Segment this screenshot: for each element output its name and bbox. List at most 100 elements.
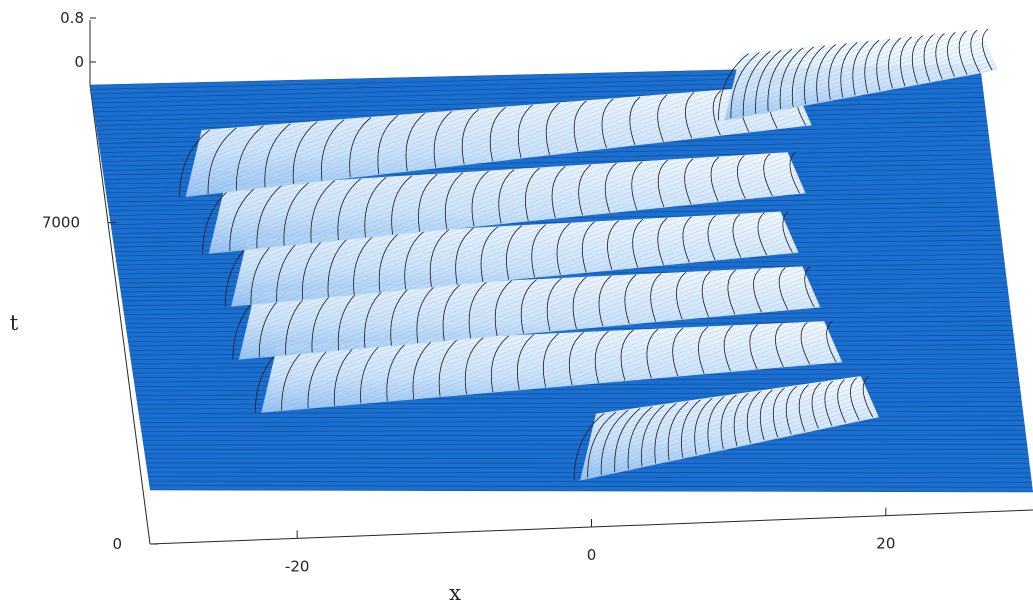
ridge-profile-line (701, 270, 712, 318)
ridge-profile-line (455, 227, 474, 285)
ridge-profile-line (531, 224, 547, 278)
ridge-profile-line (923, 34, 934, 82)
mesh-line (143, 444, 1028, 446)
ridge-profile-line (587, 411, 617, 478)
ridge-profile-line (958, 30, 968, 75)
z-tick-label: 0.8 (60, 9, 84, 27)
ridge-profile-line (657, 94, 668, 142)
t-axis-line (89, 84, 151, 545)
mesh-line (141, 434, 1026, 437)
ridge-profile-line (516, 334, 535, 390)
ridge-profile-line (607, 220, 620, 270)
ridge-profile-line (911, 35, 923, 84)
ridge-profile-line (310, 180, 336, 243)
ridge-profile-line (759, 389, 773, 441)
ridge-profile-line (489, 106, 506, 162)
ridge-profile-line (798, 384, 809, 432)
ridge-profile-line (461, 108, 479, 165)
ridge-profile-line (723, 325, 734, 372)
ridge-profile-line (681, 399, 701, 458)
ridge-profile-line (494, 280, 512, 336)
ridge-hatch (208, 152, 806, 254)
ridge-profile-line (826, 320, 837, 363)
ridge-profile-line (779, 47, 804, 110)
ridge-profile-line (632, 218, 644, 268)
ridge-profile-line (667, 401, 689, 461)
ridge-profile-line (498, 169, 515, 224)
ridge-profile-line (256, 183, 285, 249)
ridge-profile-line (321, 119, 345, 181)
ridge-profile-line (712, 90, 722, 136)
ridge-profile-line (283, 181, 310, 246)
ridge-profile-line (624, 274, 637, 325)
ridge-profile-line (778, 267, 789, 310)
ridge-profile-line (542, 333, 559, 388)
ridge-profile-line (598, 275, 612, 327)
x-tick-label: 0 (587, 546, 597, 564)
ridge-profile-line (236, 125, 264, 191)
ridge-profile-line (852, 40, 869, 96)
ridge-profile-line (970, 29, 980, 73)
ridge-profile-line (264, 123, 291, 188)
ridge-profile-line (573, 100, 587, 152)
ridge-profile-line (947, 32, 956, 78)
ridge-profile-line (471, 170, 489, 227)
ridge-profile-line (772, 387, 785, 438)
ridge-profile-line (746, 391, 761, 444)
surface-ridges (179, 28, 998, 481)
ridge-profile-line (811, 382, 821, 429)
ridge-profile-line (800, 322, 811, 365)
ridge-profile-line (207, 127, 237, 194)
ridge-profile-line (727, 269, 736, 315)
ridge-profile-line (718, 53, 749, 121)
ridge-profile-line (468, 281, 488, 339)
mesh-line (139, 420, 1025, 423)
ridge-profile-line (707, 396, 725, 452)
ridge-profile-line (888, 37, 902, 89)
ridge-profile-line (600, 409, 629, 475)
ridge-profile-line (742, 50, 771, 116)
ridge-profile-line (568, 332, 584, 386)
ridge-profile-line (753, 268, 762, 313)
ridge-profile-line (631, 161, 643, 210)
ridge-profile-line (572, 276, 587, 329)
ridge-profile-line (377, 115, 399, 175)
mesh-line (142, 439, 1027, 441)
ridge-profile-line (404, 230, 426, 290)
ridge-profile-line (506, 225, 523, 280)
ridge-profile-line (378, 231, 401, 292)
ridge-profile-line (641, 404, 665, 467)
ridge-profile-line (556, 222, 571, 275)
ridge-profile-line (850, 377, 860, 421)
mesh-line (149, 485, 1033, 488)
ridge-profile-line (581, 221, 595, 273)
ridge-profile-line (229, 184, 259, 252)
ridge-profile-line (775, 323, 784, 367)
t-axis-label: t (10, 311, 19, 335)
ridge-profile-line (444, 172, 464, 230)
ridge-profile-line (730, 52, 760, 119)
ridge-profile-line (837, 379, 847, 424)
ridge-profile-line (982, 28, 993, 71)
ridge-band (202, 151, 806, 254)
ridge-profile-line (684, 158, 694, 205)
ridge-hatch (724, 29, 998, 121)
x-axis-label: x (449, 581, 461, 603)
ridge-profile-line (438, 337, 460, 397)
ridge-profile-line (353, 232, 377, 295)
tick-marks (90, 17, 887, 545)
ridge-profile-line (828, 43, 847, 100)
ridge-profile-line (767, 48, 793, 112)
ridge-profile-line (578, 164, 592, 216)
ridge-profile-line (594, 330, 609, 383)
ridge-profile-line (525, 167, 540, 221)
tick-labels: -20 0 20 0 7000 0 0.8 (42, 9, 896, 575)
t-tick-label: 7000 (42, 214, 80, 232)
ridge-profile-line (876, 38, 891, 91)
ridge-profile-line (490, 335, 510, 393)
x-tick-label: 20 (876, 535, 895, 553)
ridge-profile-line (824, 380, 833, 426)
ridge-profile-line (682, 216, 692, 263)
ridge-profile-line (391, 175, 413, 235)
